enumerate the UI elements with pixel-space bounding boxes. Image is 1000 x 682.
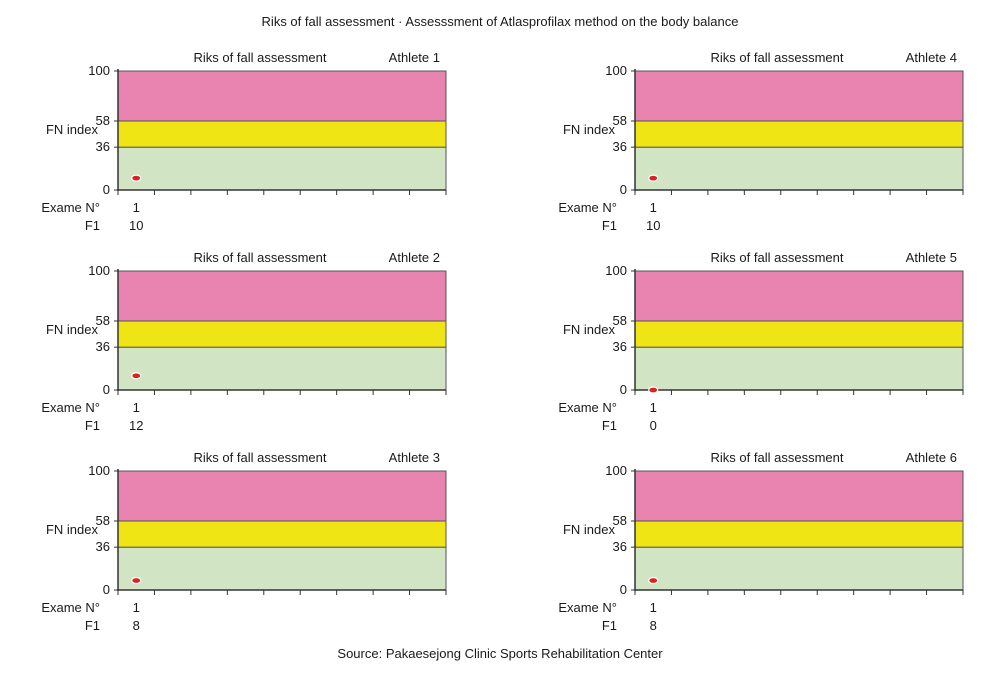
figure-title: Riks of fall assessment · Assesssment of… (261, 14, 739, 29)
f1-row-label: F1 (602, 418, 617, 433)
low-risk-band (634, 146, 964, 191)
exam-row-label: Exame N° (41, 200, 100, 215)
y-axis-label: FN index (563, 122, 616, 137)
f1-value: 12 (129, 418, 143, 433)
y-axis-label: FN index (46, 322, 99, 337)
chart-title: Riks of fall assessment (194, 450, 327, 465)
high-risk-band (634, 70, 964, 122)
y-tick-label: 58 (96, 113, 110, 128)
y-tick-label: 0 (620, 182, 627, 197)
data-point (131, 372, 142, 380)
chart-title: Riks of fall assessment (711, 250, 844, 265)
y-tick-label: 0 (103, 382, 110, 397)
medium-risk-band (117, 120, 447, 148)
chart-athlete-3: 0 36 58 100 FN index Riks of fall assessment A… (41, 450, 447, 633)
y-tick-label: 100 (605, 263, 627, 278)
high-risk-band (117, 470, 447, 522)
y-tick-label: 0 (103, 182, 110, 197)
y-tick-label: 58 (613, 513, 627, 528)
y-tick-label: 36 (96, 539, 110, 554)
exam-row-label: Exame N° (558, 400, 617, 415)
chart-athlete-4: 0 36 58 100 FN index Riks of fall assessment A… (558, 50, 964, 233)
medium-risk-band (117, 520, 447, 548)
data-point (131, 174, 142, 182)
f1-value: 10 (646, 218, 660, 233)
medium-risk-band (634, 320, 964, 348)
chart-title: Riks of fall assessment (194, 50, 327, 65)
exam-number: 1 (133, 400, 140, 415)
low-risk-band (117, 546, 447, 591)
high-risk-band (117, 70, 447, 122)
chart-athlete-2: 0 36 58 100 FN index Riks of fall assessment A… (41, 250, 447, 433)
f1-row-label: F1 (85, 618, 100, 633)
athlete-label: Athlete 3 (389, 450, 440, 465)
athlete-label: Athlete 6 (906, 450, 957, 465)
y-tick-label: 58 (613, 113, 627, 128)
data-point (648, 576, 659, 585)
f1-row-label: F1 (602, 218, 617, 233)
low-risk-band (634, 346, 964, 391)
y-tick-label: 36 (96, 339, 110, 354)
exam-number: 1 (650, 400, 657, 415)
data-point (131, 576, 142, 585)
medium-risk-band (117, 320, 447, 348)
athlete-label: Athlete 2 (389, 250, 440, 265)
y-tick-label: 58 (613, 313, 627, 328)
data-point (648, 386, 659, 394)
y-tick-label: 36 (613, 339, 627, 354)
y-tick-label: 58 (96, 313, 110, 328)
y-tick-label: 100 (605, 63, 627, 78)
chart-athlete-5: 0 36 58 100 FN index Riks of fall assessment A… (558, 250, 964, 433)
exam-number: 1 (133, 600, 140, 615)
low-risk-band (117, 346, 447, 391)
exam-row-label: Exame N° (41, 600, 100, 615)
exam-number: 1 (650, 200, 657, 215)
chart-athlete-1: 0 36 58 100 FN index Riks of fall assessment A… (41, 50, 447, 233)
chart-title: Riks of fall assessment (194, 250, 327, 265)
y-tick-label: 58 (96, 513, 110, 528)
f1-row-label: F1 (85, 218, 100, 233)
athlete-label: Athlete 4 (906, 50, 957, 65)
y-tick-label: 0 (103, 582, 110, 597)
y-tick-label: 36 (96, 139, 110, 154)
source-note: Source: Pakaesejong Clinic Sports Rehabi… (337, 646, 663, 661)
exam-number: 1 (650, 600, 657, 615)
low-risk-band (634, 546, 964, 591)
f1-row-label: F1 (602, 618, 617, 633)
y-axis-label: FN index (46, 122, 99, 137)
high-risk-band (634, 470, 964, 522)
exam-row-label: Exame N° (558, 600, 617, 615)
y-tick-label: 0 (620, 382, 627, 397)
y-tick-label: 100 (88, 463, 110, 478)
f1-value: 10 (129, 218, 143, 233)
y-axis-label: FN index (563, 322, 616, 337)
f1-value: 8 (650, 618, 657, 633)
y-axis-label: FN index (46, 522, 99, 537)
y-tick-label: 0 (620, 582, 627, 597)
low-risk-band (117, 146, 447, 191)
f1-value: 0 (650, 418, 657, 433)
exam-row-label: Exame N° (41, 400, 100, 415)
exam-row-label: Exame N° (558, 200, 617, 215)
y-axis-label: FN index (563, 522, 616, 537)
high-risk-band (634, 270, 964, 322)
chart-title: Riks of fall assessment (711, 50, 844, 65)
high-risk-band (117, 270, 447, 322)
y-tick-label: 36 (613, 139, 627, 154)
y-tick-label: 36 (613, 539, 627, 554)
y-tick-label: 100 (88, 263, 110, 278)
exam-number: 1 (133, 200, 140, 215)
medium-risk-band (634, 520, 964, 548)
medium-risk-band (634, 120, 964, 148)
y-tick-label: 100 (605, 463, 627, 478)
data-point (648, 174, 659, 182)
athlete-label: Athlete 5 (906, 250, 957, 265)
y-tick-label: 100 (88, 63, 110, 78)
f1-row-label: F1 (85, 418, 100, 433)
athlete-label: Athlete 1 (389, 50, 440, 65)
chart-title: Riks of fall assessment (711, 450, 844, 465)
f1-value: 8 (133, 618, 140, 633)
chart-athlete-6: 0 36 58 100 FN index Riks of fall assessment A… (558, 450, 964, 633)
